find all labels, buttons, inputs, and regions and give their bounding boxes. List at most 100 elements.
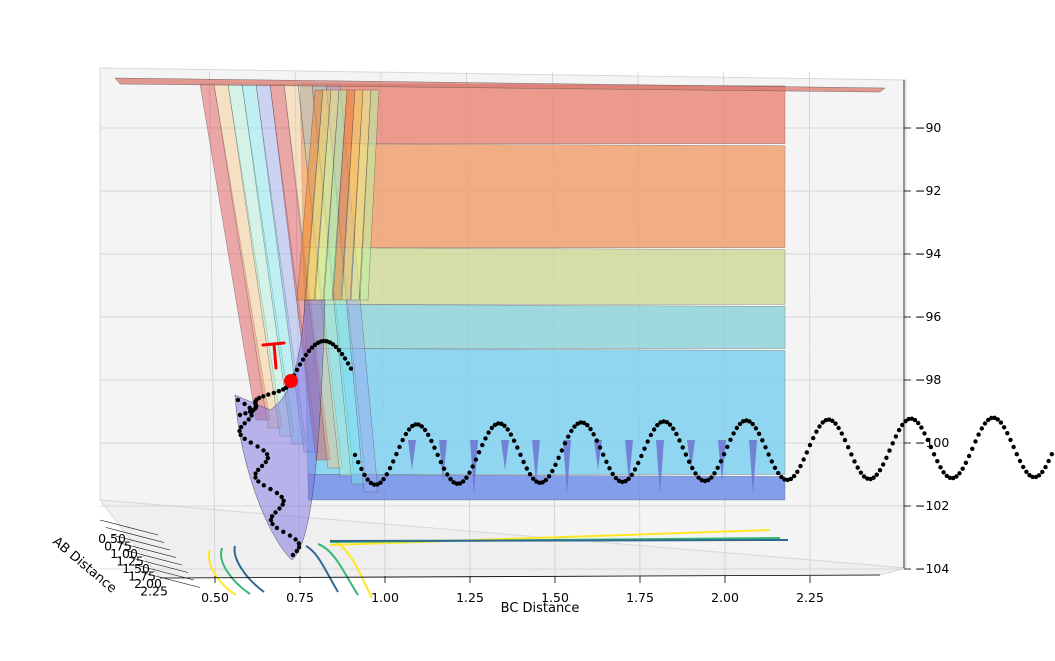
trajectory-point <box>836 425 841 431</box>
trajectory-point <box>269 514 275 519</box>
trajectory-point <box>296 541 302 546</box>
y-tick-label: 1.75 <box>128 569 156 584</box>
trajectory-point <box>461 479 466 484</box>
trajectory-point <box>246 417 251 422</box>
trajectory-point <box>281 529 286 534</box>
trajectory-point <box>671 426 676 431</box>
trajectory-point <box>995 417 1000 422</box>
trajectory-point <box>264 452 270 457</box>
trajectory-point <box>588 426 593 432</box>
trajectory-point <box>303 352 309 358</box>
trajectory-point <box>686 459 692 464</box>
trajectory-point <box>970 446 975 451</box>
trajectory-point <box>715 465 720 470</box>
trajectory-point <box>763 445 768 450</box>
trajectory-point <box>429 438 434 444</box>
trajectory-point <box>750 421 755 427</box>
trajectory-point <box>280 502 285 507</box>
z-tick-label: −104 <box>915 561 949 576</box>
trajectory-point <box>667 422 673 427</box>
trajectory-point <box>271 390 276 396</box>
trajectory-point <box>268 486 273 492</box>
trajectory-point <box>566 434 571 439</box>
trajectory-point <box>1040 469 1045 475</box>
x-tick-label: 2.00 <box>711 590 739 605</box>
trajectory-point <box>508 432 514 437</box>
trajectory-point <box>496 421 501 426</box>
trajectory-point <box>359 466 364 472</box>
contour-line <box>317 543 359 596</box>
z-tick-label: −102 <box>915 498 949 513</box>
trajectory-point <box>753 426 759 431</box>
trajectory-point <box>731 431 736 436</box>
y-tick-mark <box>105 527 165 543</box>
trajectory-point <box>470 464 475 469</box>
trajectory-points <box>235 338 1055 558</box>
annotation-glyph <box>261 341 286 370</box>
y-tick-mark <box>111 534 171 551</box>
trajectory-point <box>760 438 765 443</box>
trajectory-point <box>922 431 927 436</box>
trajectory-point <box>944 473 949 479</box>
trajectory-point <box>776 470 781 476</box>
transition-state-marker <box>284 374 298 388</box>
trajectory-point <box>973 439 978 444</box>
trajectory-point <box>858 470 864 475</box>
trajectory-point <box>855 465 860 470</box>
trajectory-point <box>445 472 450 477</box>
trajectory-point <box>365 477 370 482</box>
trajectory-point <box>371 482 377 487</box>
trajectory-point <box>266 392 271 397</box>
trajectory-point <box>400 437 405 443</box>
trajectory-point <box>403 431 409 437</box>
trajectory-point <box>237 412 243 418</box>
trajectory-point <box>820 420 825 425</box>
trajectory-point <box>788 476 794 482</box>
trajectory-point <box>441 466 447 471</box>
trajectory-point <box>747 419 752 424</box>
trajectory-point <box>253 471 258 476</box>
surface-ridge-strip <box>359 89 380 301</box>
trajectory-point <box>362 472 367 478</box>
trajectory-point <box>779 474 784 480</box>
trajectory-point <box>448 476 453 482</box>
trajectory-point <box>737 421 743 427</box>
trajectory-point <box>464 475 469 480</box>
trajectory-point <box>556 455 561 460</box>
trajectory-point <box>954 474 959 479</box>
trajectory-point <box>256 467 261 472</box>
trajectory-point <box>277 506 282 511</box>
trajectory-point <box>916 420 921 426</box>
trajectory-point <box>309 345 315 350</box>
trajectory-point <box>559 448 564 453</box>
surface-ridge-strip <box>323 89 348 301</box>
trajectory-point <box>893 434 899 439</box>
trajectory-point <box>476 450 482 455</box>
trajectory-point <box>505 427 510 432</box>
surface-spike <box>532 440 540 482</box>
trajectory-point <box>721 452 727 457</box>
trajectory-point <box>938 465 943 470</box>
y-tick-label: 0.75 <box>104 539 132 554</box>
surface-band <box>305 348 786 475</box>
trajectory-point <box>384 472 389 477</box>
trajectory-point <box>550 468 555 474</box>
x-tick-label: 1.25 <box>456 590 484 605</box>
trajectory-point <box>1014 452 1019 457</box>
trajectory-point <box>1049 452 1055 457</box>
trajectory-point <box>242 401 247 407</box>
trajectory-point <box>242 421 247 426</box>
trajectory-point <box>256 479 261 484</box>
x-tick-label: 0.50 <box>201 590 229 605</box>
trajectory-point <box>947 475 953 480</box>
trajectory-point <box>839 431 844 436</box>
surface-spike <box>625 440 633 482</box>
contour-line <box>329 539 789 542</box>
trajectory-point <box>521 459 526 465</box>
trajectory-point <box>480 442 485 448</box>
trajectory-point <box>247 405 252 410</box>
trajectory-point <box>247 409 253 414</box>
trajectory-point <box>397 444 402 450</box>
trajectory-point <box>263 459 268 465</box>
trajectory-point <box>982 421 988 426</box>
